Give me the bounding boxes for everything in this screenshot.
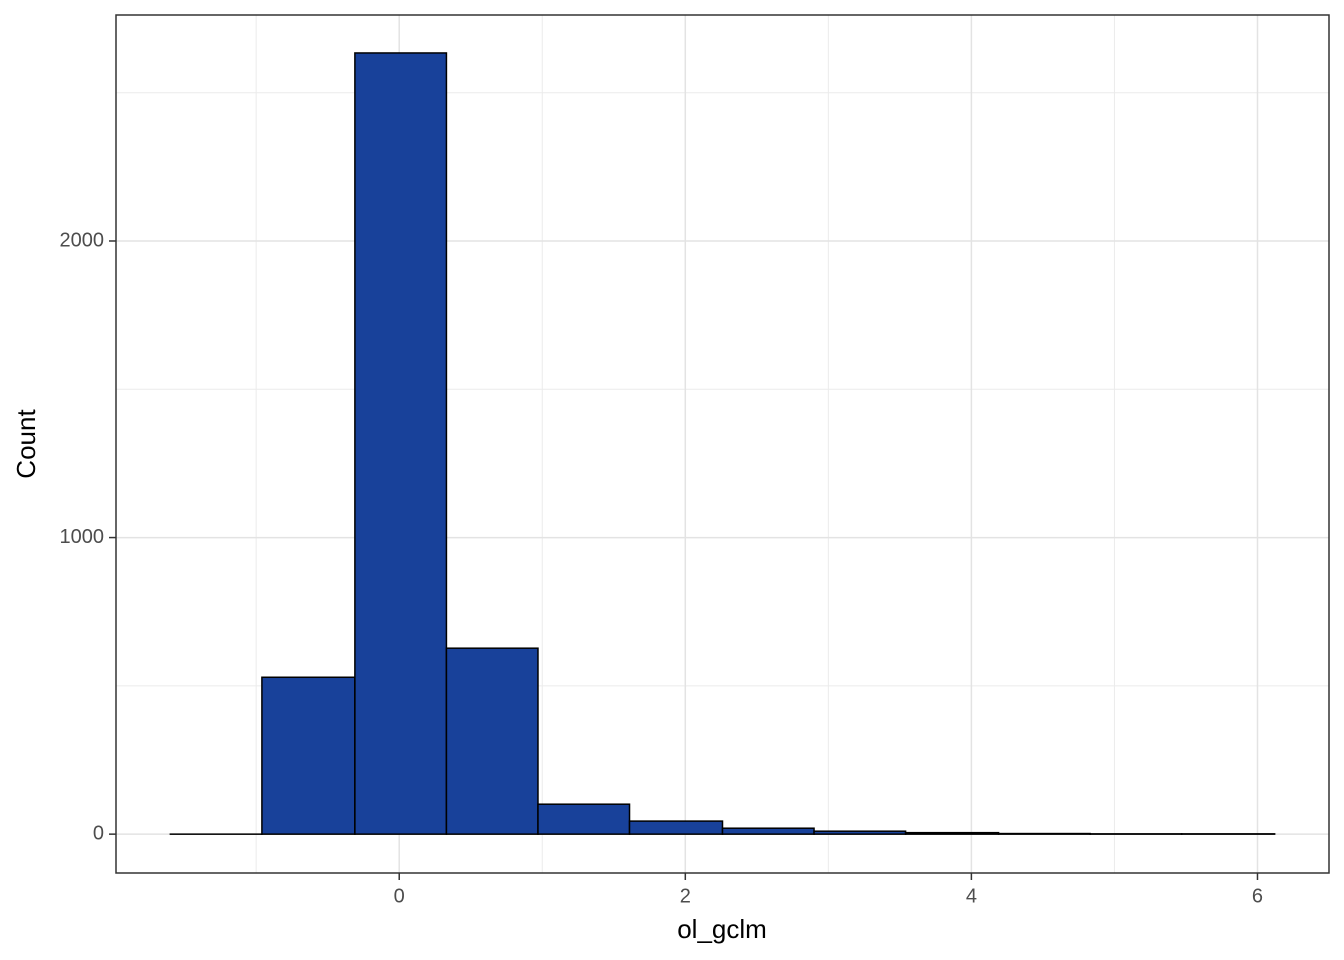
x-tick-label: 2 [680,885,691,907]
y-tick-label: 1000 [60,526,105,548]
x-tick-label: 4 [966,885,977,907]
bar [997,832,1091,835]
bar [628,820,724,835]
bar [354,52,448,835]
bar [261,676,356,835]
x-tick-label: 0 [394,885,405,907]
bar [445,647,539,835]
x-tick-label: 6 [1252,885,1263,907]
bar [537,803,631,835]
y-tick-label: 0 [93,822,104,844]
x-axis-title: ol_gclm [677,914,767,944]
y-tick-label: 2000 [60,229,105,251]
bar [721,827,815,835]
panel-border [115,14,1330,874]
bar [904,831,1000,835]
bar [813,830,907,835]
y-axis-title: Count [11,409,41,479]
